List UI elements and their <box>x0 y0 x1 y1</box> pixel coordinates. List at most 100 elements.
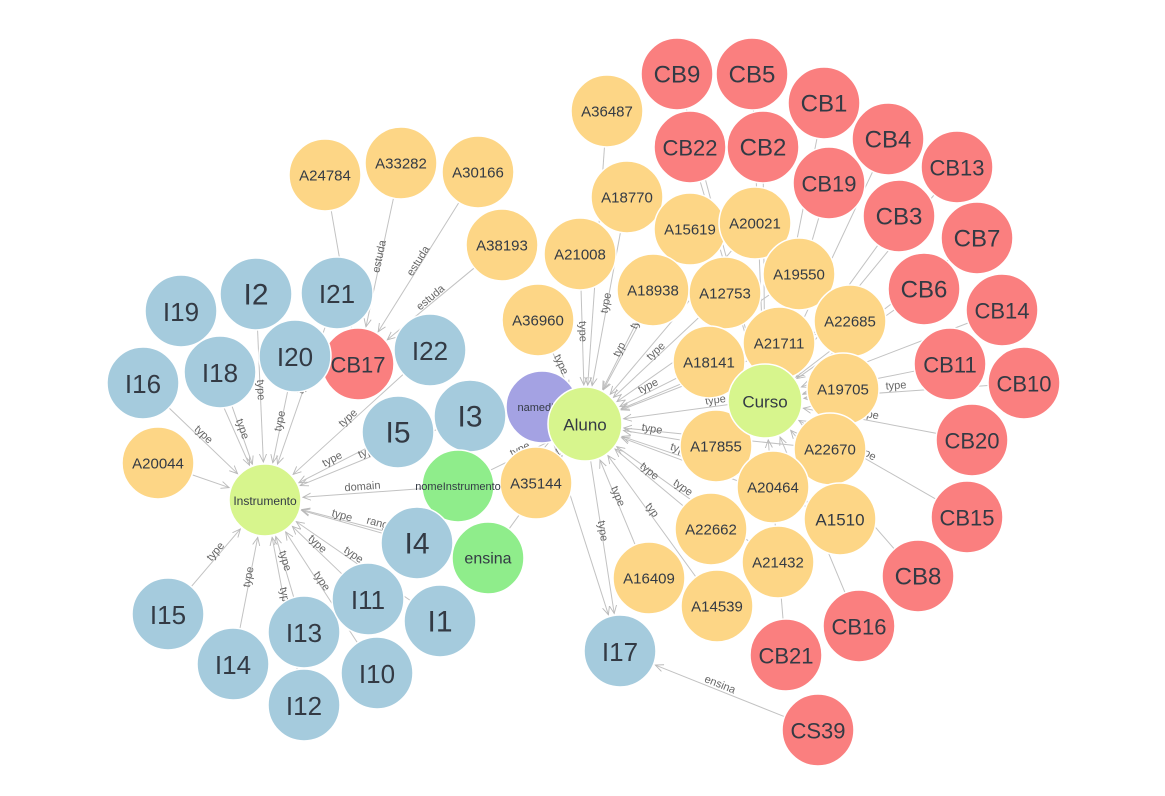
node-circle[interactable] <box>803 482 877 556</box>
node-i22[interactable]: I22 <box>393 313 467 387</box>
edge-I20-Instrumento[interactable] <box>273 391 289 463</box>
node-circle[interactable] <box>570 74 644 148</box>
node-circle[interactable] <box>680 569 754 643</box>
node-a16409[interactable]: A16409 <box>612 541 686 615</box>
node-i18[interactable]: I18 <box>183 335 257 409</box>
node-a38193[interactable]: A38193 <box>465 208 539 282</box>
node-a30166[interactable]: A30166 <box>441 135 515 209</box>
node-circle[interactable] <box>640 37 714 111</box>
edge-A18938-Aluno[interactable] <box>603 321 638 389</box>
node-circle[interactable] <box>727 363 803 439</box>
node-i15[interactable]: I15 <box>131 577 205 651</box>
node-circle[interactable] <box>787 66 861 140</box>
node-circle[interactable] <box>781 693 855 767</box>
node-cb7[interactable]: CB7 <box>940 201 1014 275</box>
edge-A17855-Aluno[interactable] <box>623 430 681 441</box>
node-instrumento[interactable]: Instrumento <box>228 463 302 537</box>
node-a36487[interactable]: A36487 <box>570 74 644 148</box>
node-curso[interactable]: Curso <box>727 363 803 439</box>
node-circle[interactable] <box>715 37 789 111</box>
node-circle[interactable] <box>935 403 1009 477</box>
node-circle[interactable] <box>547 386 623 462</box>
node-i14[interactable]: I14 <box>196 627 270 701</box>
node-circle[interactable] <box>749 618 823 692</box>
edge-I16-Instrumento[interactable] <box>168 407 238 474</box>
node-circle[interactable] <box>887 252 961 326</box>
node-i3[interactable]: I3 <box>433 379 507 453</box>
node-a20464[interactable]: A20464 <box>736 450 810 524</box>
node-cb9[interactable]: CB9 <box>640 37 714 111</box>
node-circle[interactable] <box>196 627 270 701</box>
node-cb17[interactable]: CB17 <box>321 327 395 401</box>
node-a36960[interactable]: A36960 <box>501 283 575 357</box>
node-circle[interactable] <box>806 352 880 426</box>
node-a20044[interactable]: A20044 <box>121 426 195 500</box>
node-circle[interactable] <box>987 346 1061 420</box>
node-circle[interactable] <box>228 463 302 537</box>
node-circle[interactable] <box>403 584 477 658</box>
node-a33282[interactable]: A33282 <box>364 126 438 200</box>
node-cb6[interactable]: CB6 <box>887 252 961 326</box>
node-circle[interactable] <box>288 138 362 212</box>
node-circle[interactable] <box>862 179 936 253</box>
edge-A21008-Aluno[interactable] <box>581 289 584 385</box>
node-a14539[interactable]: A14539 <box>680 569 754 643</box>
node-circle[interactable] <box>144 274 218 348</box>
node-circle[interactable] <box>881 539 955 613</box>
node-circle[interactable] <box>106 346 180 420</box>
node-circle[interactable] <box>920 130 994 204</box>
node-cb5[interactable]: CB5 <box>715 37 789 111</box>
node-a19705[interactable]: A19705 <box>806 352 880 426</box>
node-circle[interactable] <box>183 335 257 409</box>
node-a15619[interactable]: A15619 <box>653 192 727 266</box>
node-circle[interactable] <box>121 426 195 500</box>
node-circle[interactable] <box>321 327 395 401</box>
node-cb16[interactable]: CB16 <box>822 589 896 663</box>
node-cb3[interactable]: CB3 <box>862 179 936 253</box>
node-circle[interactable] <box>300 256 374 330</box>
node-circle[interactable] <box>380 506 454 580</box>
node-circle[interactable] <box>590 160 664 234</box>
node-i19[interactable]: I19 <box>144 274 218 348</box>
node-circle[interactable] <box>688 256 762 330</box>
node-circle[interactable] <box>364 126 438 200</box>
node-cb19[interactable]: CB19 <box>792 146 866 220</box>
node-circle[interactable] <box>433 379 507 453</box>
node-a18938[interactable]: A18938 <box>616 253 690 327</box>
node-cb14[interactable]: CB14 <box>965 273 1039 347</box>
node-circle[interactable] <box>267 668 341 742</box>
edge-I14-Instrumento[interactable] <box>239 537 258 629</box>
node-circle[interactable] <box>813 284 887 358</box>
node-circle[interactable] <box>679 409 753 483</box>
node-circle[interactable] <box>583 614 657 688</box>
edge-I11-Instrumento[interactable] <box>292 526 343 575</box>
node-cb8[interactable]: CB8 <box>881 539 955 613</box>
node-circle[interactable] <box>331 562 405 636</box>
node-circle[interactable] <box>674 492 748 566</box>
node-cb2[interactable]: CB2 <box>726 110 800 184</box>
node-cb1[interactable]: CB1 <box>787 66 861 140</box>
node-cs39[interactable]: CS39 <box>781 693 855 767</box>
edge-nomeInstrumento-Instrumento[interactable] <box>303 488 423 498</box>
node-circle[interactable] <box>340 636 414 710</box>
node-circle[interactable] <box>616 253 690 327</box>
node-aluno[interactable]: Aluno <box>547 386 623 462</box>
node-cb11[interactable]: CB11 <box>913 327 987 401</box>
node-circle[interactable] <box>451 521 525 595</box>
edge-A14539-Aluno[interactable] <box>608 456 697 578</box>
node-circle[interactable] <box>131 577 205 651</box>
node-circle[interactable] <box>940 201 1014 275</box>
node-circle[interactable] <box>499 446 573 520</box>
edge-I15-Instrumento[interactable] <box>190 529 240 587</box>
node-cb22[interactable]: CB22 <box>653 110 727 184</box>
node-circle[interactable] <box>913 327 987 401</box>
node-i1[interactable]: I1 <box>403 584 477 658</box>
node-a1510[interactable]: A1510 <box>803 482 877 556</box>
node-i13[interactable]: I13 <box>267 595 341 669</box>
node-cb21[interactable]: CB21 <box>749 618 823 692</box>
node-i17[interactable]: I17 <box>583 614 657 688</box>
edge-I5-Instrumento[interactable] <box>299 447 367 482</box>
edge-A20044-Instrumento[interactable] <box>191 474 229 488</box>
edge-I13-Instrumento[interactable] <box>276 536 295 598</box>
